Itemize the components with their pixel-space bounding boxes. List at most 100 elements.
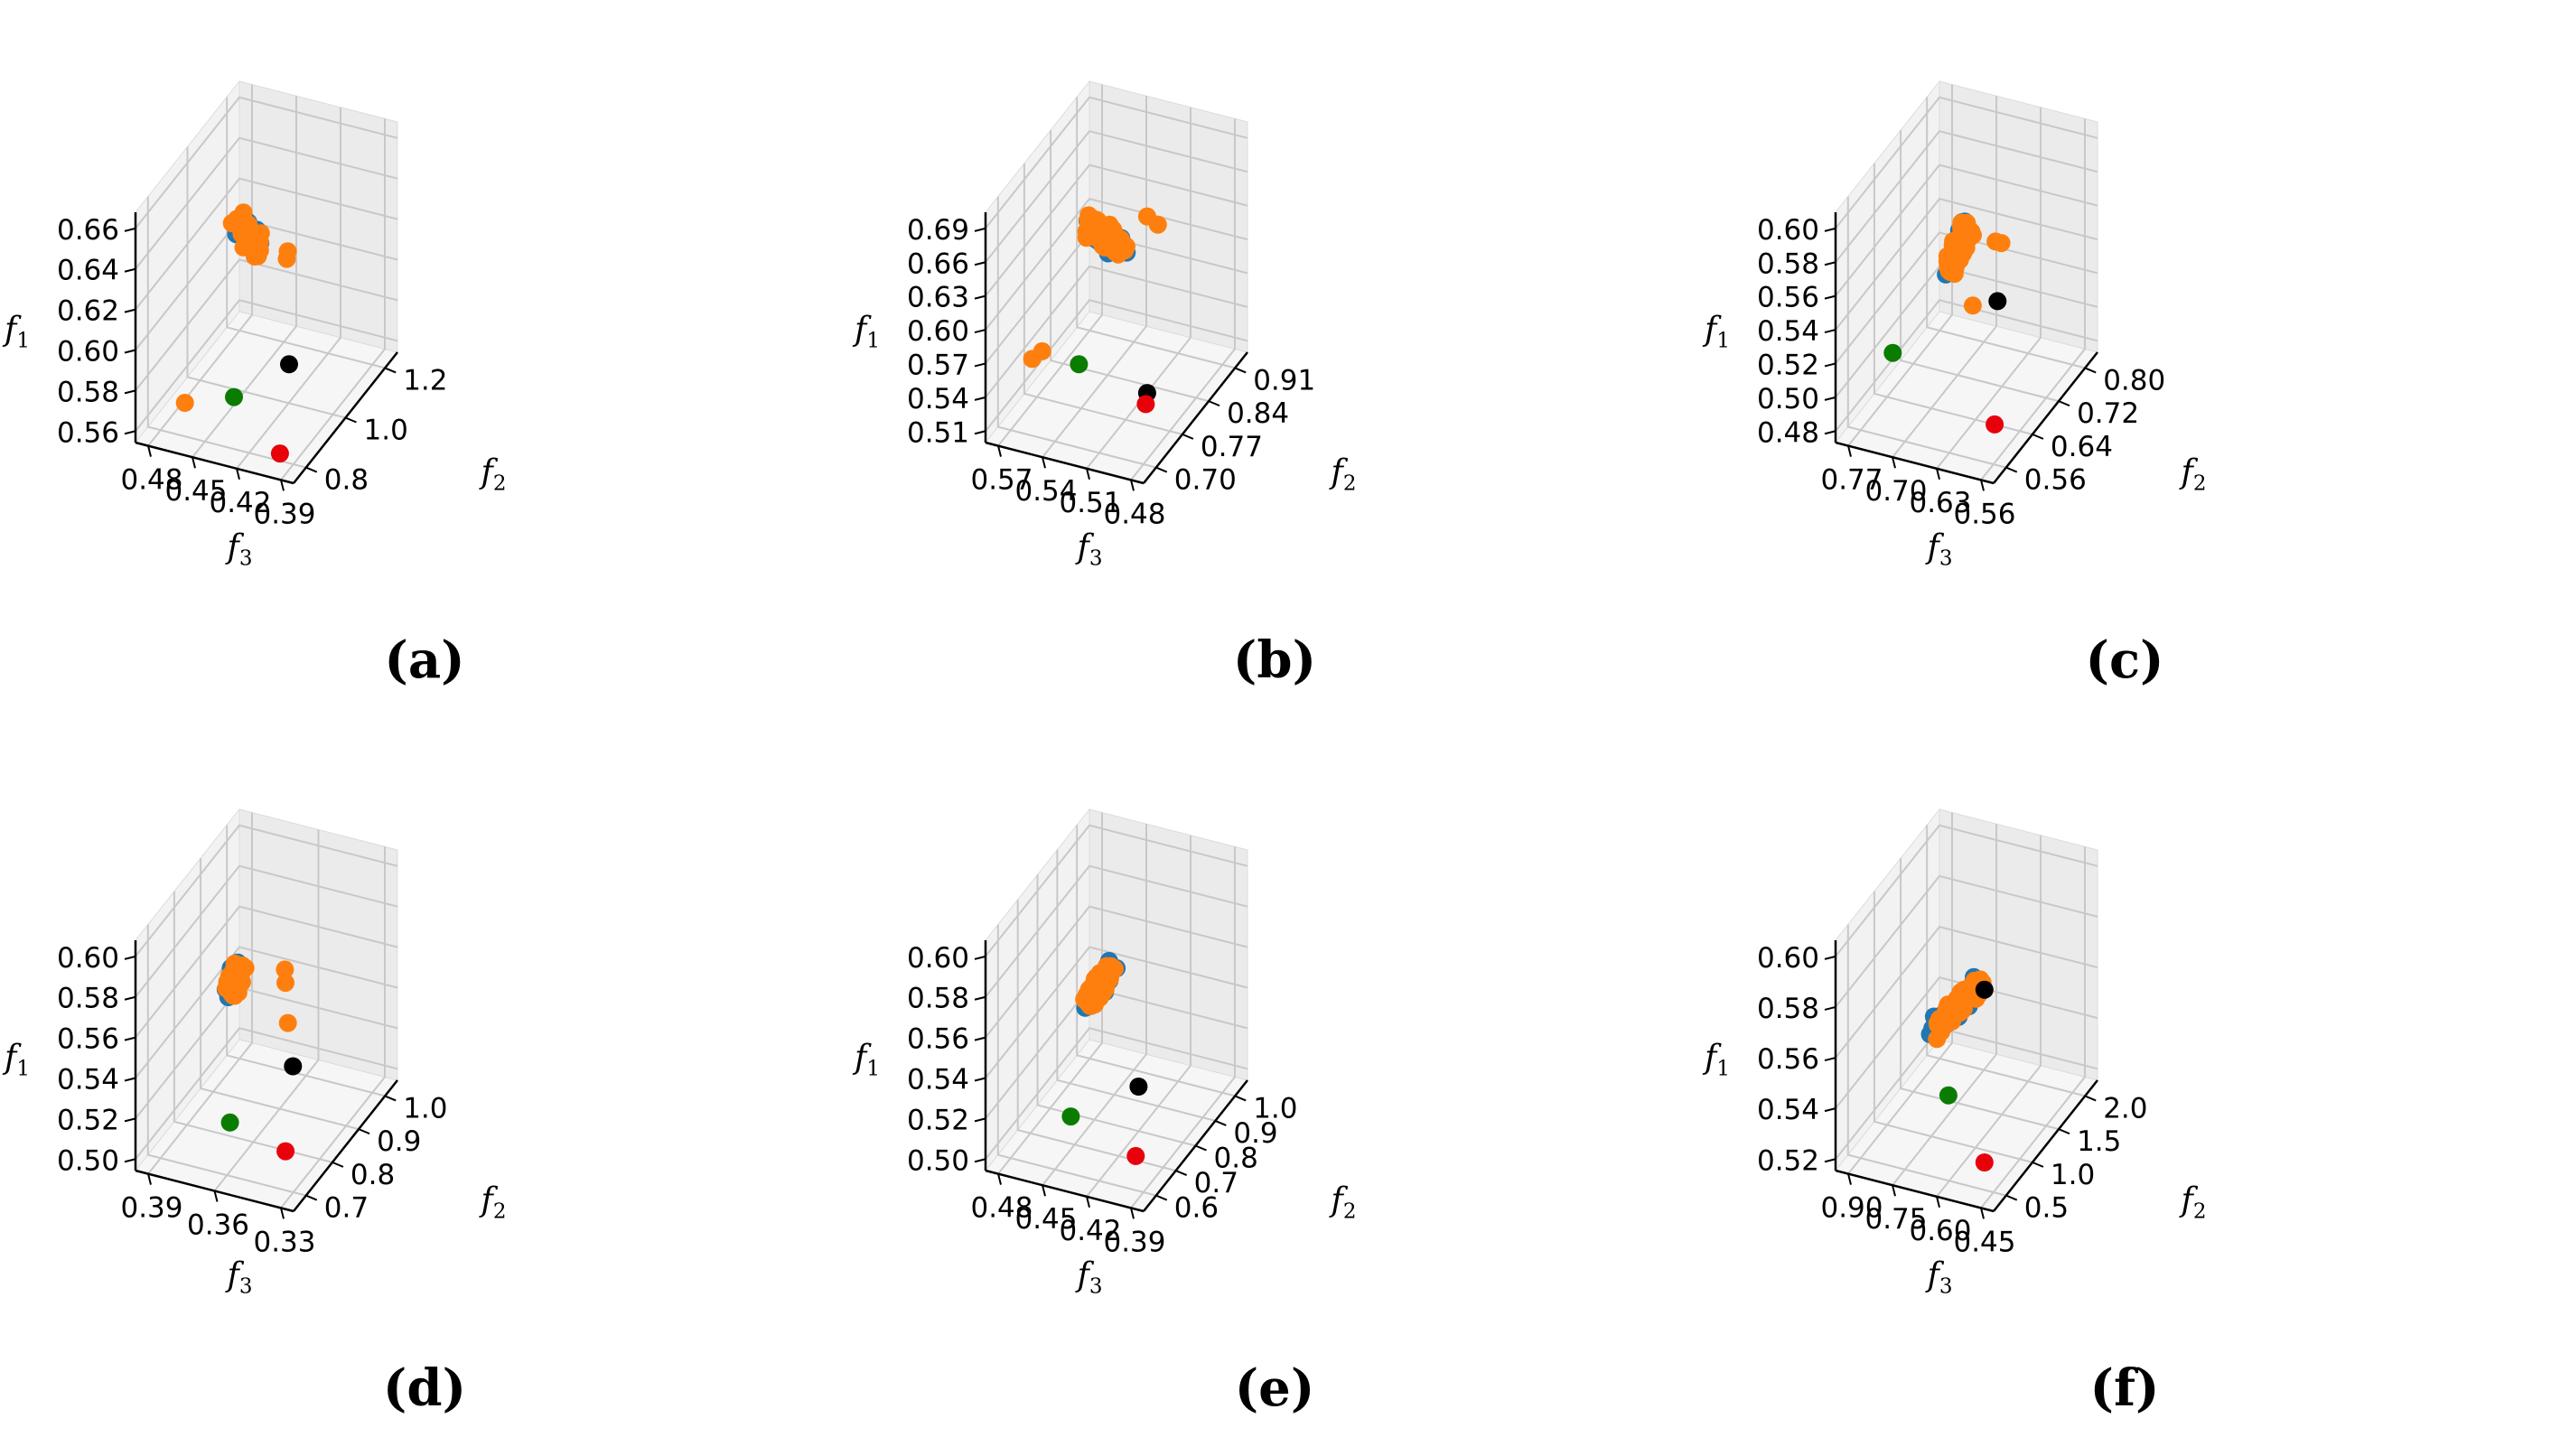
x-axis-line bbox=[985, 1169, 1145, 1213]
grid-line-x bbox=[192, 96, 297, 458]
grid-line-z bbox=[135, 258, 398, 392]
grid-line-z bbox=[135, 905, 398, 1039]
grid-line-y bbox=[146, 196, 307, 469]
x-tick-label: 0.70 bbox=[1864, 475, 1927, 508]
panel-caption: (e) bbox=[1235, 1358, 1315, 1418]
x-tick-label: 0.45 bbox=[164, 475, 227, 508]
x-tick-label: 0.45 bbox=[1014, 1203, 1077, 1236]
y-tick-label: 0.91 bbox=[1253, 364, 1315, 397]
z-tick-label: 0.50 bbox=[57, 1144, 119, 1177]
z-tick-label: 0.54 bbox=[907, 1063, 969, 1096]
grid-line-z bbox=[1835, 96, 2098, 229]
z-tick-label: 0.54 bbox=[57, 1063, 119, 1096]
axis-lines bbox=[1834, 940, 2098, 1213]
red-point bbox=[276, 1142, 295, 1161]
z-tick-mark bbox=[974, 261, 986, 266]
x-tick-label: 0.48 bbox=[970, 1192, 1033, 1225]
y-tick-label: 0.5 bbox=[2024, 1192, 2069, 1225]
panel-b: 0.48 0.51 0.54 0.57 0.70 0.77 0.84 0.91 0.51 0.54… bbox=[850, 0, 1700, 728]
orange-point bbox=[276, 960, 294, 979]
x-tick-mark bbox=[997, 1173, 1002, 1185]
z-tick-label: 0.56 bbox=[57, 1023, 119, 1056]
orange-point bbox=[276, 974, 294, 993]
z-tick-label: 0.56 bbox=[1757, 1043, 1819, 1076]
panel-caption: (c) bbox=[2085, 630, 2163, 690]
z-tick-label: 0.50 bbox=[907, 1144, 969, 1177]
grid-line-x bbox=[1980, 118, 2086, 481]
red-point bbox=[1986, 415, 2004, 434]
y-tick-mark bbox=[2032, 1161, 2044, 1168]
y-tick-label: 1.2 bbox=[403, 364, 447, 397]
x-tick-label: 0.36 bbox=[187, 1209, 249, 1242]
grid-line-x bbox=[1130, 846, 1236, 1209]
grid-line-y bbox=[996, 924, 1157, 1197]
grid-line-y bbox=[1900, 858, 2060, 1131]
z-tick-label: 0.48 bbox=[1757, 416, 1819, 449]
y-tick-label: 2.0 bbox=[2103, 1092, 2147, 1125]
z-tick-mark bbox=[124, 1036, 136, 1041]
z-tick-label: 0.58 bbox=[1757, 247, 1819, 280]
z-tick-label: 0.60 bbox=[1757, 214, 1819, 247]
y-tick-mark bbox=[1155, 1194, 1168, 1201]
scatter3d-f: 0.450.600.750.90 0.51.01.52.00.520.540.56… bbox=[1702, 807, 2206, 1418]
back-right-pane bbox=[1939, 808, 2098, 1081]
z-tick-mark bbox=[1824, 294, 1836, 300]
grid-line-y bbox=[1873, 891, 2033, 1163]
x-tick-label: 0.63 bbox=[1909, 487, 1971, 519]
z-tick-mark bbox=[1824, 396, 1836, 401]
x-tick-label: 0.39 bbox=[120, 1192, 182, 1225]
y-tick-label: 0.84 bbox=[1227, 397, 1289, 430]
z-tick-label: 0.58 bbox=[57, 376, 119, 408]
grid-line-z bbox=[135, 299, 398, 432]
grid-line-z bbox=[985, 197, 1248, 331]
grid-line-z bbox=[985, 265, 1248, 398]
grid-line-z bbox=[985, 163, 1248, 297]
grid-line-x bbox=[147, 812, 253, 1175]
grid-line-z bbox=[1835, 163, 2098, 297]
scatter-points bbox=[1023, 206, 1167, 414]
z-tick-label: 0.56 bbox=[57, 416, 119, 449]
z-tick-label: 0.54 bbox=[1757, 315, 1819, 348]
z-tick-label: 0.56 bbox=[1757, 282, 1819, 314]
x-tick-label: 0.77 bbox=[1820, 464, 1883, 497]
z-tick-mark bbox=[124, 267, 136, 273]
y-tick-label: 0.8 bbox=[1214, 1143, 1258, 1175]
grid-line-z bbox=[1835, 197, 2098, 331]
grid-line-z bbox=[985, 946, 1248, 1079]
grid-line-x bbox=[280, 846, 386, 1209]
orange-point bbox=[1113, 236, 1132, 255]
panel-f: 0.45 0.60 0.75 0.90 0.5 1.0 1.5 2.0 0.52 0.54 0.56… bbox=[1700, 728, 2550, 1456]
grid-line-x bbox=[1847, 812, 1953, 1175]
z-tick-mark bbox=[124, 955, 136, 960]
x-tick-mark bbox=[1892, 456, 1896, 469]
green-point bbox=[1061, 1107, 1080, 1126]
y-tick-label: 0.80 bbox=[2103, 364, 2165, 397]
y-tick-mark bbox=[305, 466, 318, 473]
z-tick-label: 0.66 bbox=[907, 247, 969, 280]
y-tick-mark bbox=[384, 1095, 397, 1102]
x-tick-label: 0.90 bbox=[1820, 1192, 1883, 1225]
grid-line-x bbox=[213, 829, 320, 1192]
green-point bbox=[220, 1113, 239, 1132]
grid-line-y bbox=[1926, 825, 2086, 1097]
orange-point bbox=[175, 394, 194, 412]
grid-line-x bbox=[1086, 835, 1191, 1198]
x-tick-mark bbox=[236, 468, 240, 481]
grid-line-x bbox=[1936, 107, 2042, 470]
green-point bbox=[1070, 355, 1089, 374]
z-tick-label: 0.58 bbox=[1757, 993, 1819, 1025]
grid-line-z bbox=[135, 1027, 398, 1160]
z-tick-label: 0.54 bbox=[907, 383, 969, 415]
y-axis-line bbox=[1993, 351, 2098, 484]
z-tick-mark bbox=[974, 294, 986, 300]
y-tick-label: 1.0 bbox=[2051, 1159, 2095, 1191]
orange-point bbox=[1986, 232, 2005, 251]
grid-line-z bbox=[1835, 925, 2098, 1059]
z-tick-mark bbox=[1824, 955, 1836, 960]
orange-point bbox=[222, 975, 241, 994]
z-tick-mark bbox=[124, 995, 136, 1001]
green-point bbox=[1939, 1086, 1958, 1105]
x-tick-mark bbox=[280, 480, 285, 491]
z-tick-mark bbox=[974, 955, 986, 960]
y-tick-mark bbox=[1175, 1170, 1188, 1176]
